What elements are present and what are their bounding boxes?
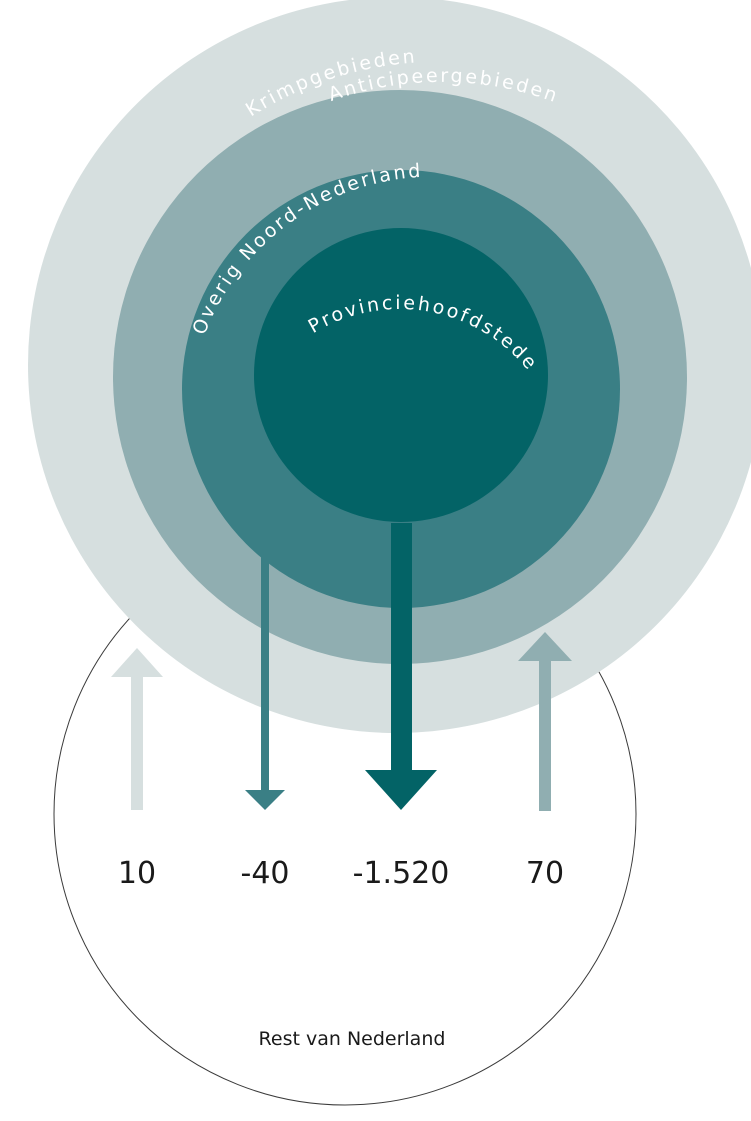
provinciehoofdsteden-circle <box>254 228 548 522</box>
value-overig-noord-nederland: -40 <box>241 856 290 891</box>
flow-arrow-overig-noord-nederland <box>245 546 285 810</box>
flow-arrow-krimpgebieden <box>111 648 163 810</box>
value-anticipeergebieden: 70 <box>526 856 564 891</box>
flow-arrow-provinciehoofdsteden <box>365 523 437 810</box>
value-krimpgebieden: 10 <box>118 856 156 891</box>
value-provinciehoofdsteden: -1.520 <box>353 856 450 891</box>
rest-van-nederland-label: Rest van Nederland <box>259 1028 446 1050</box>
flow-arrow-anticipeergebieden <box>518 632 572 811</box>
